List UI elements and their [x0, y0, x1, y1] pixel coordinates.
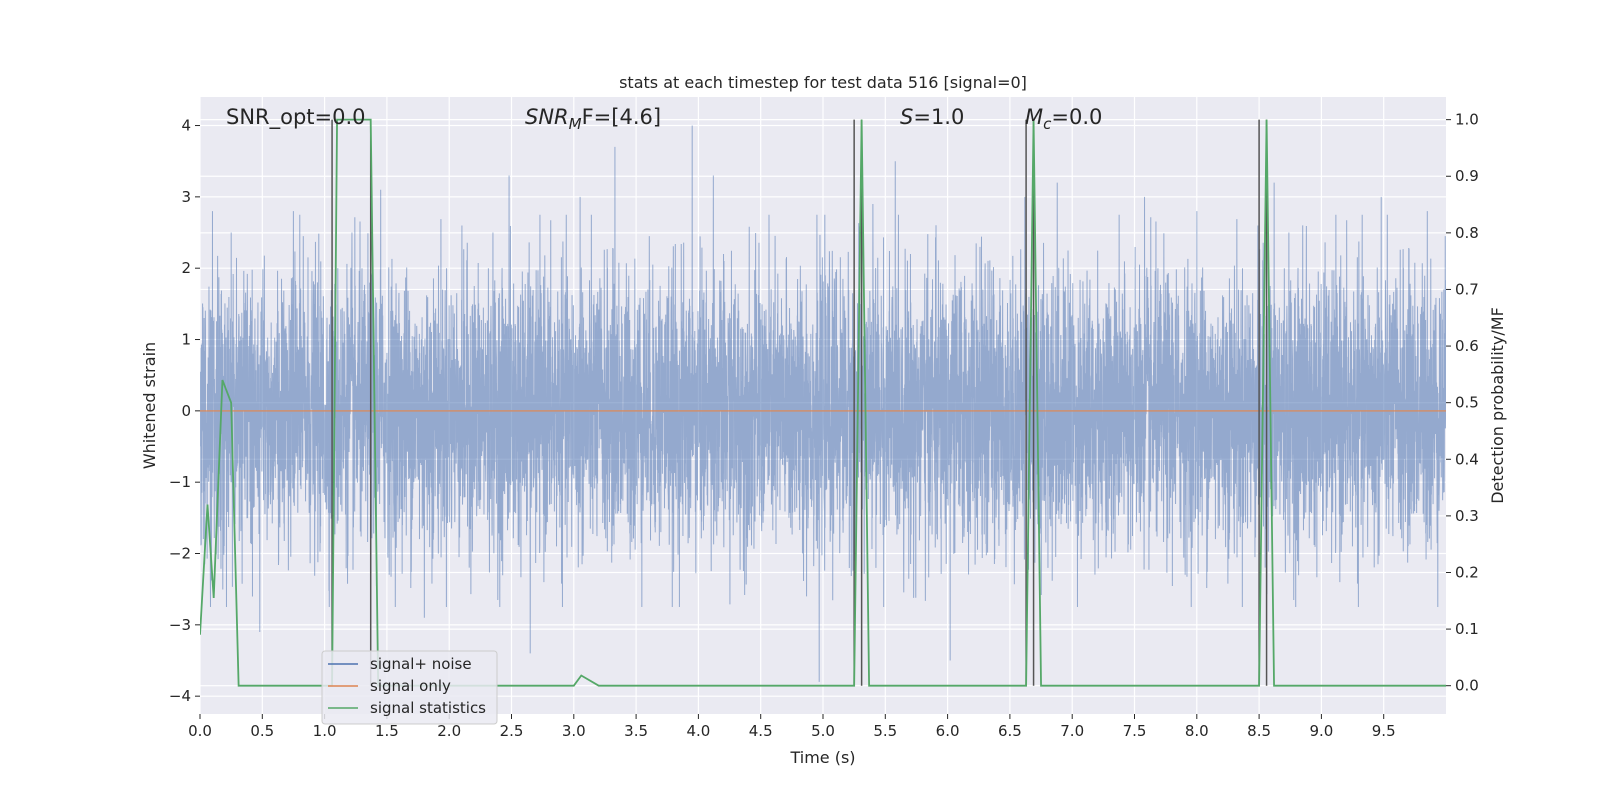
x-tick-label: 8.0: [1185, 722, 1209, 740]
y-right-tick-label: 0.6: [1455, 337, 1479, 355]
x-tick-label: 3.5: [624, 722, 648, 740]
signal-noise-series: [200, 125, 1446, 682]
s-tail: =1.0: [913, 105, 964, 129]
x-tick-label: 2.0: [437, 722, 461, 740]
x-tick-label: 1.5: [375, 722, 399, 740]
x-tick-label: 0.0: [188, 722, 212, 740]
y-tick-label: 0: [181, 402, 191, 420]
y-right-tick-label: 0.1: [1455, 620, 1479, 638]
y-right-tick-label: 0.9: [1455, 167, 1479, 185]
y-right-tick-label: 0.5: [1455, 394, 1479, 412]
signal-statistics-line: [200, 118, 1446, 687]
annotation-mc: Mc=0.0: [1025, 105, 1102, 133]
y-tick-label: −2: [169, 545, 191, 563]
snr-mf-sub: M: [569, 115, 582, 133]
x-tick-label: 7.5: [1123, 722, 1147, 740]
x-tick-label: 4.0: [686, 722, 710, 740]
y-axis-right-label: Detection probability/MF: [1488, 307, 1507, 504]
legend-label-signal-noise: signal+ noise: [370, 655, 472, 673]
y-right-tick-label: 0.7: [1455, 280, 1479, 298]
x-tick-label: 7.0: [1060, 722, 1084, 740]
y-right-tick-label: 0.8: [1455, 224, 1479, 242]
snr-mf-base: SNR: [525, 105, 569, 129]
annotation-s: S=1.0: [900, 105, 964, 129]
legend-box: [321, 650, 498, 725]
chart-title: stats at each timestep for test data 516…: [619, 73, 1027, 92]
legend-label-signal-statistics: signal statistics: [370, 699, 486, 717]
x-tick-label: 6.5: [998, 722, 1022, 740]
y-right-tick-label: 0.0: [1455, 677, 1479, 695]
s-italic: S: [900, 105, 913, 129]
x-tick-label: 9.0: [1309, 722, 1333, 740]
x-tick-label: 8.5: [1247, 722, 1271, 740]
snr-mf-tail: F=[4.6]: [582, 105, 661, 129]
legend: signal+ noise signal only signal statist…: [321, 650, 498, 725]
y-tick-label: 1: [181, 331, 191, 349]
mc-italic: M: [1025, 105, 1043, 129]
x-tick-label: 1.0: [313, 722, 337, 740]
annotation-snr-opt: SNR_opt=0.0: [226, 105, 366, 130]
signal-statistics-series: [200, 118, 1446, 687]
x-tick-label: 5.5: [873, 722, 897, 740]
x-tick-label: 9.5: [1372, 722, 1396, 740]
x-tick-label: 3.0: [562, 722, 586, 740]
y-tick-label: −3: [169, 616, 191, 634]
y-tick-label: 4: [181, 117, 191, 135]
signal-noise-line: [200, 125, 1446, 682]
x-tick-label: 4.5: [749, 722, 773, 740]
y-tick-label: 3: [181, 188, 191, 206]
y-tick-label: 2: [181, 259, 191, 277]
axis-ticks: 0.0 0.5 1.0 1.5 2.0 2.5 3.0 3.5 4.0 4.5 5.0 5.5 6.0 6…: [169, 111, 1479, 740]
y-right-tick-label: 0.4: [1455, 450, 1479, 468]
mc-tail: =0.0: [1051, 105, 1102, 129]
annotation-snr-mf: SNRMF=[4.6]: [525, 105, 661, 133]
x-tick-label: 5.0: [811, 722, 835, 740]
legend-label-signal-only: signal only: [370, 677, 451, 695]
x-tick-label: 2.5: [500, 722, 524, 740]
x-tick-label: 6.0: [936, 722, 960, 740]
y-tick-label: −1: [169, 473, 191, 491]
y-right-tick-label: 0.3: [1455, 507, 1479, 525]
mc-sub: c: [1043, 115, 1052, 133]
y-right-tick-label: 1.0: [1455, 111, 1479, 129]
x-tick-label: 0.5: [250, 722, 274, 740]
y-right-tick-label: 0.2: [1455, 563, 1479, 581]
x-axis-label: Time (s): [789, 748, 855, 767]
y-axis-label: Whitened strain: [140, 342, 159, 469]
y-tick-label: −4: [169, 687, 191, 705]
